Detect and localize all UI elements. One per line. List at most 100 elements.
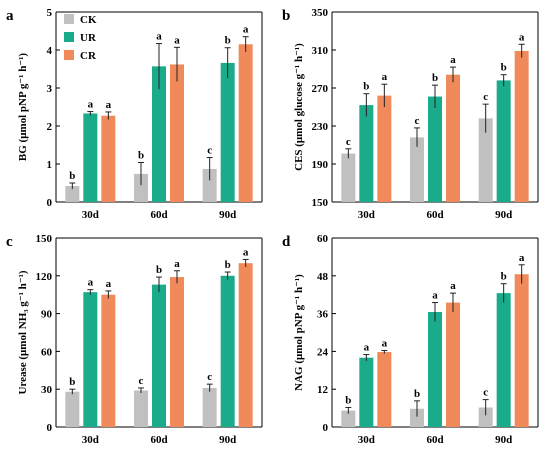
significance-letter: b [225, 35, 231, 47]
panel-letter-c: c [6, 234, 13, 250]
x-tick-label: 30d [82, 434, 99, 446]
legend-label-ck: CK [80, 14, 97, 26]
chart-panel-c: c 0 30 60 90 120 150 Urease (μmol NH₃ g⁻¹ h⁻¹) 3… [6, 233, 263, 446]
y-tick-label: 4 [47, 45, 53, 57]
significance-letter: a [88, 277, 94, 289]
significance-letter: a [519, 252, 525, 264]
significance-letter: b [501, 271, 507, 283]
significance-letter: a [174, 258, 180, 270]
bar-cr-90d [238, 263, 253, 427]
y-tick-label: 310 [312, 45, 329, 57]
bar-cr-90d [514, 50, 529, 203]
bar-ck-30d [65, 186, 80, 202]
significance-letter: b [414, 388, 420, 400]
x-tick-label: 60d [426, 434, 443, 446]
bar-ur-30d [83, 113, 98, 202]
bar-cr-30d [101, 115, 116, 202]
y-tick-label: 1 [47, 159, 53, 171]
significance-letter: a [432, 290, 438, 302]
y-axis-label: CES (μmol glucose g⁻¹ h⁻¹) [293, 43, 305, 171]
significance-letter: a [243, 24, 249, 36]
significance-letter: c [207, 371, 212, 383]
y-tick-label: 150 [312, 197, 329, 209]
x-tick-label: 30d [358, 434, 375, 446]
significance-letter: b [225, 259, 231, 271]
panel-letter-a: a [6, 8, 14, 24]
y-tick-label: 30 [41, 384, 53, 396]
legend-label-cr: CR [80, 50, 97, 62]
significance-letter: a [106, 99, 112, 111]
y-tick-label: 230 [312, 121, 329, 133]
bar-cr-90d [514, 274, 529, 427]
y-tick-label: 0 [323, 422, 329, 434]
bar-ur-30d [359, 357, 374, 427]
significance-letter: c [483, 91, 488, 103]
significance-letter: a [364, 342, 370, 354]
y-tick-label: 60 [41, 346, 53, 358]
y-tick-label: 90 [41, 309, 53, 321]
significance-letter: b [432, 72, 438, 84]
y-tick-label: 60 [317, 233, 329, 245]
bar-ck-30d [341, 410, 356, 427]
y-tick-label: 2 [47, 121, 53, 133]
x-tick-label: 60d [150, 209, 167, 221]
y-tick-label: 48 [317, 271, 329, 283]
bar-ck-60d [410, 137, 424, 202]
bar-cr-30d [101, 294, 116, 427]
bar-ck-30d [65, 391, 80, 427]
significance-letter: b [363, 81, 369, 93]
legend-swatch-cr [64, 50, 74, 60]
bar-ur-60d [428, 312, 442, 427]
bar-ur-90d [220, 275, 235, 427]
y-axis-label: Urease (μmol NH₃ g⁻¹ h⁻¹) [17, 270, 29, 394]
y-axis-label: BG (μmol pNP g⁻¹ h⁻¹) [17, 53, 29, 162]
significance-letter: a [106, 278, 112, 290]
significance-letter: b [156, 264, 162, 276]
y-tick-label: 0 [47, 197, 53, 209]
bar-ur-60d [152, 66, 166, 202]
bar-ur-60d [152, 284, 166, 427]
bar-ck-90d [478, 407, 493, 427]
significance-letter: a [243, 246, 249, 258]
bar-cr-90d [238, 44, 253, 202]
y-tick-label: 270 [312, 83, 329, 95]
y-tick-label: 120 [36, 271, 53, 283]
x-tick-label: 90d [219, 434, 236, 446]
x-tick-label: 90d [219, 209, 236, 221]
y-tick-label: 36 [317, 309, 329, 321]
bar-ur-90d [496, 293, 511, 427]
y-tick-label: 3 [47, 83, 53, 95]
bar-ur-90d [220, 62, 235, 202]
significance-letter: a [88, 99, 94, 111]
y-tick-label: 150 [36, 233, 53, 245]
legend-swatch-ur [64, 32, 74, 42]
significance-letter: a [450, 280, 456, 292]
x-tick-label: 30d [358, 209, 375, 221]
x-tick-label: 30d [82, 209, 99, 221]
bar-ck-90d [478, 118, 493, 202]
bar-ur-90d [496, 80, 511, 202]
significance-letter: a [156, 31, 162, 43]
significance-letter: b [69, 376, 75, 388]
y-axis-label: NAG (μmol pNP g⁻¹ h⁻¹) [293, 274, 305, 391]
bar-ur-30d [83, 292, 98, 427]
panel-letter-d: d [282, 234, 291, 250]
y-tick-label: 24 [317, 346, 329, 358]
bar-cr-30d [377, 352, 392, 427]
bar-cr-60d [170, 277, 184, 427]
significance-letter: c [139, 375, 144, 387]
significance-letter: a [382, 337, 388, 349]
chart-panel-b: b 150 190 230 270 310 350 CES (μmol glucose g⁻¹… [282, 7, 539, 221]
significance-letter: b [345, 394, 351, 406]
bar-cr-30d [377, 95, 392, 202]
significance-letter: c [346, 136, 351, 148]
y-tick-label: 12 [317, 384, 329, 396]
panel-letter-b: b [282, 8, 290, 24]
significance-letter: b [501, 62, 507, 74]
significance-letter: c [207, 145, 212, 157]
x-tick-label: 60d [150, 434, 167, 446]
x-tick-label: 90d [495, 434, 512, 446]
